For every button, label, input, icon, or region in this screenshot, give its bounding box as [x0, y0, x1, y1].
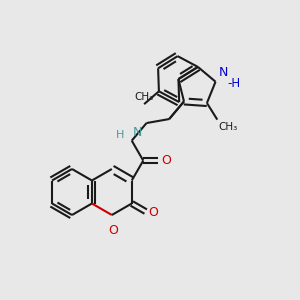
Text: CH₃: CH₃ — [134, 92, 154, 102]
Text: -H: -H — [227, 77, 241, 90]
Text: H: H — [116, 130, 124, 140]
Text: O: O — [161, 154, 171, 167]
Text: CH₃: CH₃ — [218, 122, 238, 132]
Text: N: N — [133, 126, 142, 139]
Text: N: N — [218, 66, 228, 79]
Text: O: O — [149, 206, 159, 219]
Text: O: O — [108, 224, 118, 237]
